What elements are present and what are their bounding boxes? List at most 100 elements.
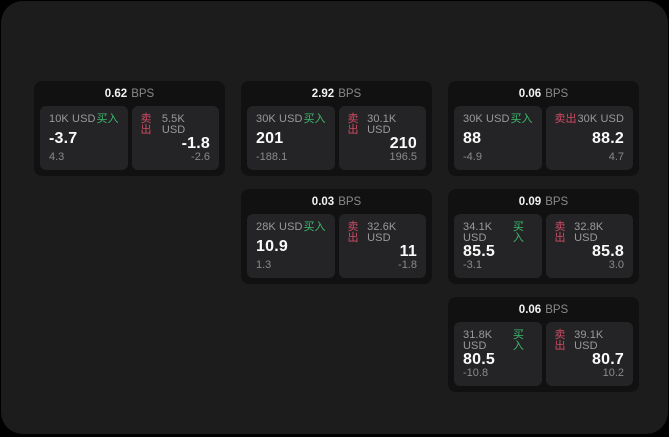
card-header: 0.62 BPS [40, 81, 219, 106]
quote-panels: 30K USD 买入 88 -4.9 卖出 30K USD 88.2 4.7 [454, 106, 633, 170]
sell-side-label: 卖出 [554, 329, 566, 352]
sell-panel-header: 卖出 39.1K USD [555, 330, 625, 352]
sell-panel-header: 卖出 5.5K USD [141, 114, 211, 136]
quote-card: 0.09 BPS 34.1K USD 买入 85.5 -3.1 卖出 32.8K… [448, 189, 639, 284]
buy-panel-header: 34.1K USD 买入 [463, 222, 533, 244]
buy-price: -3.7 [49, 129, 78, 147]
sell-price: -1.8 [181, 135, 210, 152]
quote-panels: 34.1K USD 买入 85.5 -3.1 卖出 32.8K USD 85.8… [454, 214, 633, 278]
sell-amount: 30.1K USD [367, 113, 397, 136]
sell-panel[interactable]: 卖出 30K USD 88.2 4.7 [545, 106, 633, 170]
buy-delta: -188.1 [256, 151, 288, 163]
sell-panel[interactable]: 卖出 32.8K USD 85.8 3.0 [545, 214, 633, 278]
buy-price: 201 [256, 129, 284, 147]
quote-panels: 31.8K USD 买入 80.5 -10.8 卖出 39.1K USD 80.… [454, 322, 633, 386]
sell-side-label: 卖出 [140, 113, 152, 136]
buy-delta: 1.3 [256, 259, 272, 271]
buy-delta: 4.3 [49, 151, 65, 163]
buy-price: 85.5 [463, 243, 495, 260]
bps-value: 2.92 [311, 87, 335, 100]
sell-amount: 32.8K USD [574, 221, 604, 244]
sell-delta: 196.5 [389, 151, 417, 163]
buy-panel-header: 30K USD 买入 [463, 114, 533, 125]
buy-price: 80.5 [463, 351, 495, 368]
buy-panel-header: 31.8K USD 买入 [463, 330, 533, 352]
buy-panel[interactable]: 34.1K USD 买入 85.5 -3.1 [454, 214, 542, 278]
quote-panels: 10K USD 买入 -3.7 4.3 卖出 5.5K USD -1.8 -2.… [40, 106, 219, 170]
buy-price: 10.9 [256, 237, 288, 255]
sell-panel[interactable]: 卖出 32.6K USD 11 -1.8 [338, 214, 426, 278]
buy-delta: -4.9 [463, 151, 482, 163]
sell-side-label: 卖出 [554, 221, 566, 244]
quote-panels: 28K USD 买入 10.9 1.3 卖出 32.6K USD 11 -1.8 [247, 214, 426, 278]
bps-value: 0.03 [311, 195, 335, 208]
sell-side-label: 卖出 [347, 221, 359, 244]
sell-side-label: 卖出 [554, 113, 577, 125]
buy-panel-header: 28K USD 买入 [256, 222, 326, 233]
buy-side-label: 买入 [96, 113, 119, 125]
sell-price: 80.7 [592, 351, 624, 368]
buy-amount: 31.8K USD [463, 329, 493, 352]
buy-side-label: 买入 [512, 329, 524, 352]
buy-amount: 30K USD [463, 113, 510, 125]
sell-panel[interactable]: 卖出 39.1K USD 80.7 10.2 [545, 322, 633, 386]
sell-panel-header: 卖出 32.8K USD [555, 222, 625, 244]
buy-delta: -10.8 [463, 367, 489, 379]
bps-value: 0.09 [518, 195, 542, 208]
sell-delta: 4.7 [608, 151, 624, 163]
bps-unit-label: BPS [338, 195, 362, 208]
bps-unit-label: BPS [545, 87, 569, 100]
sell-side-label: 卖出 [347, 113, 359, 136]
sell-delta: -2.6 [191, 151, 210, 163]
sell-panel-header: 卖出 32.6K USD [348, 222, 418, 244]
sell-amount: 5.5K USD [161, 113, 186, 136]
sell-delta: -1.8 [398, 259, 417, 271]
cards-grid: 0.62 BPS 10K USD 买入 -3.7 4.3 卖出 5.5K USD… [34, 81, 639, 392]
buy-side-label: 买入 [303, 221, 326, 233]
buy-side-label: 买入 [303, 113, 326, 125]
sell-panel-header: 卖出 30.1K USD [348, 114, 418, 136]
bps-unit-label: BPS [131, 87, 155, 100]
bps-unit-label: BPS [545, 303, 569, 316]
buy-panel-header: 10K USD 买入 [49, 114, 119, 125]
sell-price: 88.2 [592, 129, 624, 147]
sell-price: 85.8 [592, 243, 624, 260]
sell-delta: 3.0 [608, 259, 624, 271]
sell-delta: 10.2 [602, 367, 624, 379]
sell-amount: 30K USD [577, 113, 624, 125]
sell-amount: 32.6K USD [367, 221, 397, 244]
card-header: 0.03 BPS [247, 189, 426, 214]
buy-amount: 28K USD [256, 221, 303, 233]
buy-panel[interactable]: 31.8K USD 买入 80.5 -10.8 [454, 322, 542, 386]
quote-card: 0.03 BPS 28K USD 买入 10.9 1.3 卖出 32.6K US… [241, 189, 432, 284]
bps-unit-label: BPS [545, 195, 569, 208]
buy-amount: 10K USD [49, 113, 96, 125]
bps-value: 0.06 [518, 303, 542, 316]
sell-panel[interactable]: 卖出 5.5K USD -1.8 -2.6 [131, 106, 219, 170]
buy-panel[interactable]: 30K USD 买入 88 -4.9 [454, 106, 542, 170]
quote-card: 0.06 BPS 30K USD 买入 88 -4.9 卖出 30K USD 8… [448, 81, 639, 176]
buy-price: 88 [463, 129, 482, 147]
buy-amount: 30K USD [256, 113, 303, 125]
sell-panel-header: 卖出 30K USD [555, 114, 625, 125]
buy-amount: 34.1K USD [463, 221, 493, 244]
buy-panel[interactable]: 28K USD 买入 10.9 1.3 [247, 214, 335, 278]
buy-panel-header: 30K USD 买入 [256, 114, 326, 125]
sell-panel[interactable]: 卖出 30.1K USD 210 196.5 [338, 106, 426, 170]
buy-side-label: 买入 [510, 113, 533, 125]
quote-panels: 30K USD 买入 201 -188.1 卖出 30.1K USD 210 1… [247, 106, 426, 170]
quote-card: 0.06 BPS 31.8K USD 买入 80.5 -10.8 卖出 39.1… [448, 297, 639, 392]
bps-value: 0.62 [104, 87, 128, 100]
bps-unit-label: BPS [338, 87, 362, 100]
sell-price: 11 [399, 243, 417, 260]
buy-delta: -3.1 [463, 259, 482, 271]
buy-panel[interactable]: 30K USD 买入 201 -188.1 [247, 106, 335, 170]
buy-side-label: 买入 [512, 221, 524, 244]
sell-price: 210 [389, 135, 417, 152]
card-header: 2.92 BPS [247, 81, 426, 106]
card-header: 0.06 BPS [454, 297, 633, 322]
card-header: 0.09 BPS [454, 189, 633, 214]
buy-panel[interactable]: 10K USD 买入 -3.7 4.3 [40, 106, 128, 170]
quote-card: 0.62 BPS 10K USD 买入 -3.7 4.3 卖出 5.5K USD… [34, 81, 225, 176]
